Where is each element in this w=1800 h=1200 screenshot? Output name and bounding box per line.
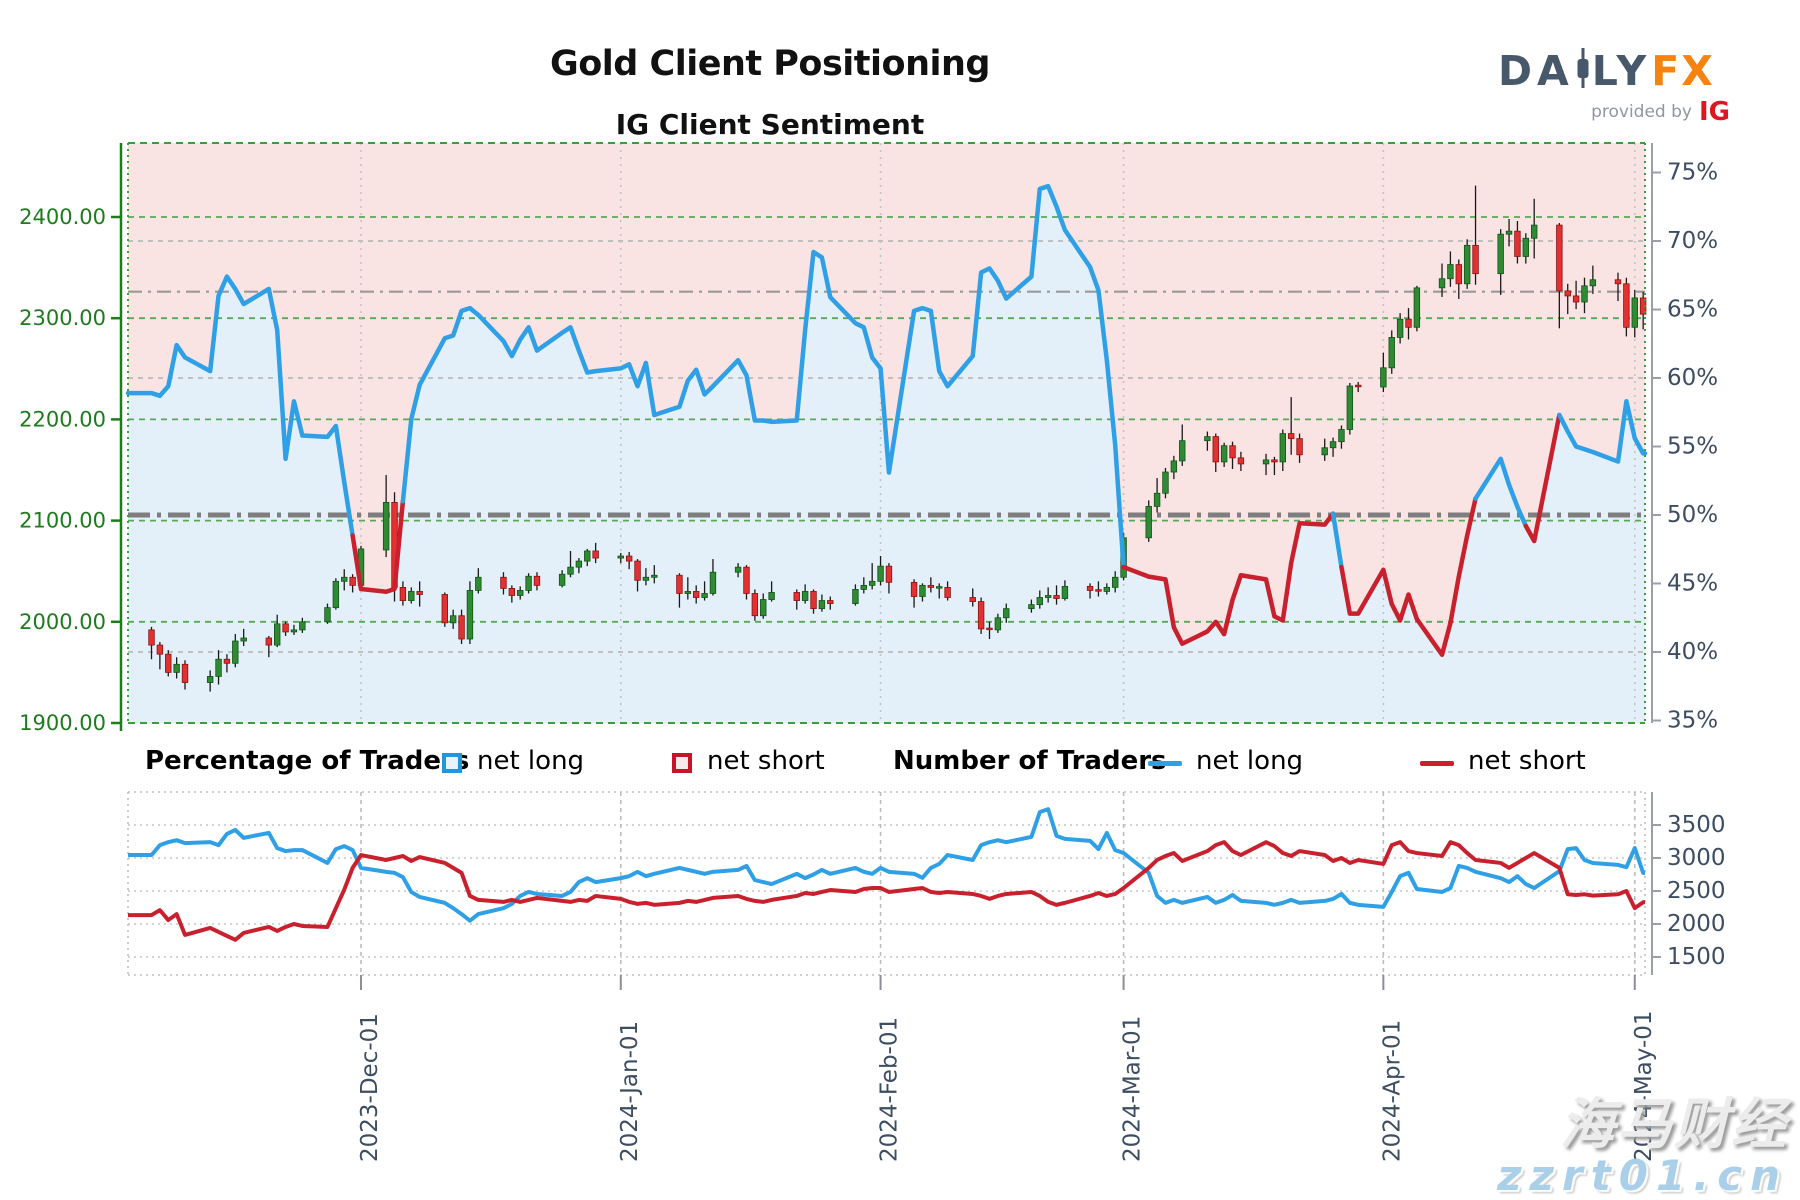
svg-text:70%: 70% [1667,228,1718,254]
logo-text-ly: LY [1591,47,1652,95]
svg-text:3500: 3500 [1667,812,1726,838]
chart-subtitle: IG Client Sentiment [615,108,925,141]
watermark: 海马财经 zzrt01.cn [1497,1092,1788,1200]
svg-text:2024-May-01: 2024-May-01 [1631,1010,1657,1162]
svg-text:2200.00: 2200.00 [19,407,106,431]
svg-text:2500: 2500 [1667,878,1726,904]
net-long-line-swatch [1148,761,1182,766]
svg-text:50%: 50% [1667,502,1718,528]
svg-text:35%: 35% [1667,708,1718,734]
candlestick-icon [1576,48,1590,95]
svg-text:2023-Dec-01: 2023-Dec-01 [357,1013,383,1162]
legend-num-net-long: net long [1196,746,1304,776]
ig-logo: IG [1698,97,1730,127]
svg-text:60%: 60% [1667,365,1718,391]
logo-text-fx: FX [1651,47,1715,95]
dailyfx-wordmark: DA LY FX [1498,48,1738,95]
page-title: Gold Client Positioning [550,44,990,84]
svg-text:2024-Apr-01: 2024-Apr-01 [1379,1020,1405,1162]
svg-text:2024-Mar-01: 2024-Mar-01 [1120,1016,1146,1162]
watermark-brand: 海马财经 [1559,1092,1788,1157]
svg-text:65%: 65% [1667,297,1718,323]
net-long-swatch [442,753,462,773]
svg-text:40%: 40% [1667,639,1718,665]
provided-by-text: provided by [1591,102,1692,122]
legend-pct-net-short: net short [707,746,825,776]
svg-text:2000: 2000 [1667,911,1726,937]
svg-text:1500: 1500 [1667,944,1726,970]
net-short-line-swatch [1420,761,1454,766]
svg-text:2400.00: 2400.00 [19,205,106,229]
svg-text:2000.00: 2000.00 [19,610,106,634]
svg-text:2300.00: 2300.00 [19,306,106,330]
legend-num-title: Number of Traders [893,746,1167,776]
svg-text:1900.00: 1900.00 [19,711,106,735]
net-short-swatch [672,753,692,773]
provided-by: provided by IG [1498,97,1730,127]
svg-text:55%: 55% [1667,434,1718,460]
svg-text:2100.00: 2100.00 [19,509,106,533]
dailyfx-logo: DA LY FX provided by IG [1498,48,1738,127]
svg-text:75%: 75% [1667,160,1718,186]
chart-legend: Percentage of Traders net long net short… [0,746,1800,786]
logo-text-da: DA [1498,47,1574,95]
legend-pct-net-long: net long [477,746,585,776]
legend-pct-title: Percentage of Traders [145,746,470,776]
svg-text:45%: 45% [1667,571,1718,597]
svg-text:2024-Feb-01: 2024-Feb-01 [877,1017,903,1162]
watermark-url: zzrt01.cn [1497,1150,1788,1200]
svg-text:3000: 3000 [1667,845,1726,871]
svg-text:2024-Jan-01: 2024-Jan-01 [617,1021,643,1162]
legend-num-net-short: net short [1468,746,1586,776]
